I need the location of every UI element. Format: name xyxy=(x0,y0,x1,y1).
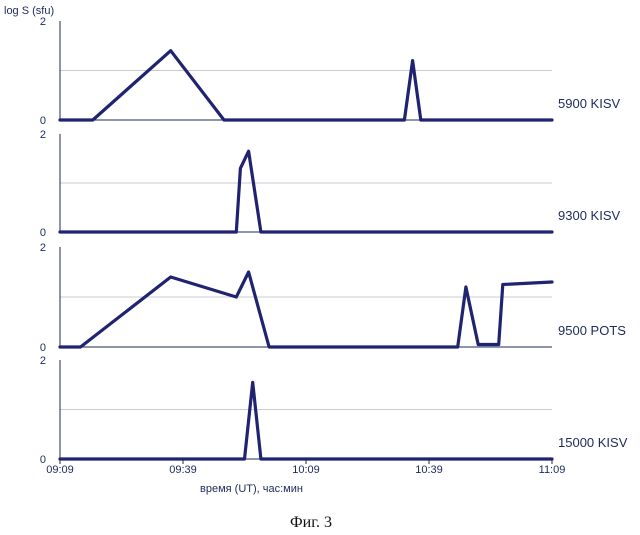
series-line xyxy=(60,272,552,347)
x-axis-title: время (UT), час:мин xyxy=(200,483,303,495)
y-tick-label: 0 xyxy=(40,227,46,239)
series-label: 9300 KISV xyxy=(558,208,620,223)
x-tick-label: 09:39 xyxy=(169,464,197,476)
figure-caption: Фиг. 3 xyxy=(290,514,332,531)
series-label: 5900 KISV xyxy=(558,96,620,111)
x-tick-label: 10:09 xyxy=(292,464,320,476)
series-line xyxy=(60,151,552,232)
y-tick-label: 0 xyxy=(40,115,46,127)
y-tick-label: 0 xyxy=(40,342,46,354)
y-tick-label: 2 xyxy=(40,355,46,367)
series-line xyxy=(60,51,552,120)
x-tick-label: 11:09 xyxy=(539,464,566,476)
y-tick-label: 0 xyxy=(40,454,46,466)
series-label: 15000 KISV xyxy=(558,435,628,450)
y-tick-label: 2 xyxy=(40,129,46,141)
series-line xyxy=(60,382,552,459)
y-tick-label: 2 xyxy=(40,242,46,254)
x-tick-label: 10:39 xyxy=(415,464,443,476)
x-tick-label: 09:09 xyxy=(46,464,74,476)
y-axis-title: log S (sfu) xyxy=(4,5,54,17)
series-label: 9500 POTS xyxy=(558,323,626,338)
y-tick-label: 2 xyxy=(40,16,46,28)
chart-panels: 025900 KISV029300 KISV029500 POTS0215000… xyxy=(40,16,628,476)
